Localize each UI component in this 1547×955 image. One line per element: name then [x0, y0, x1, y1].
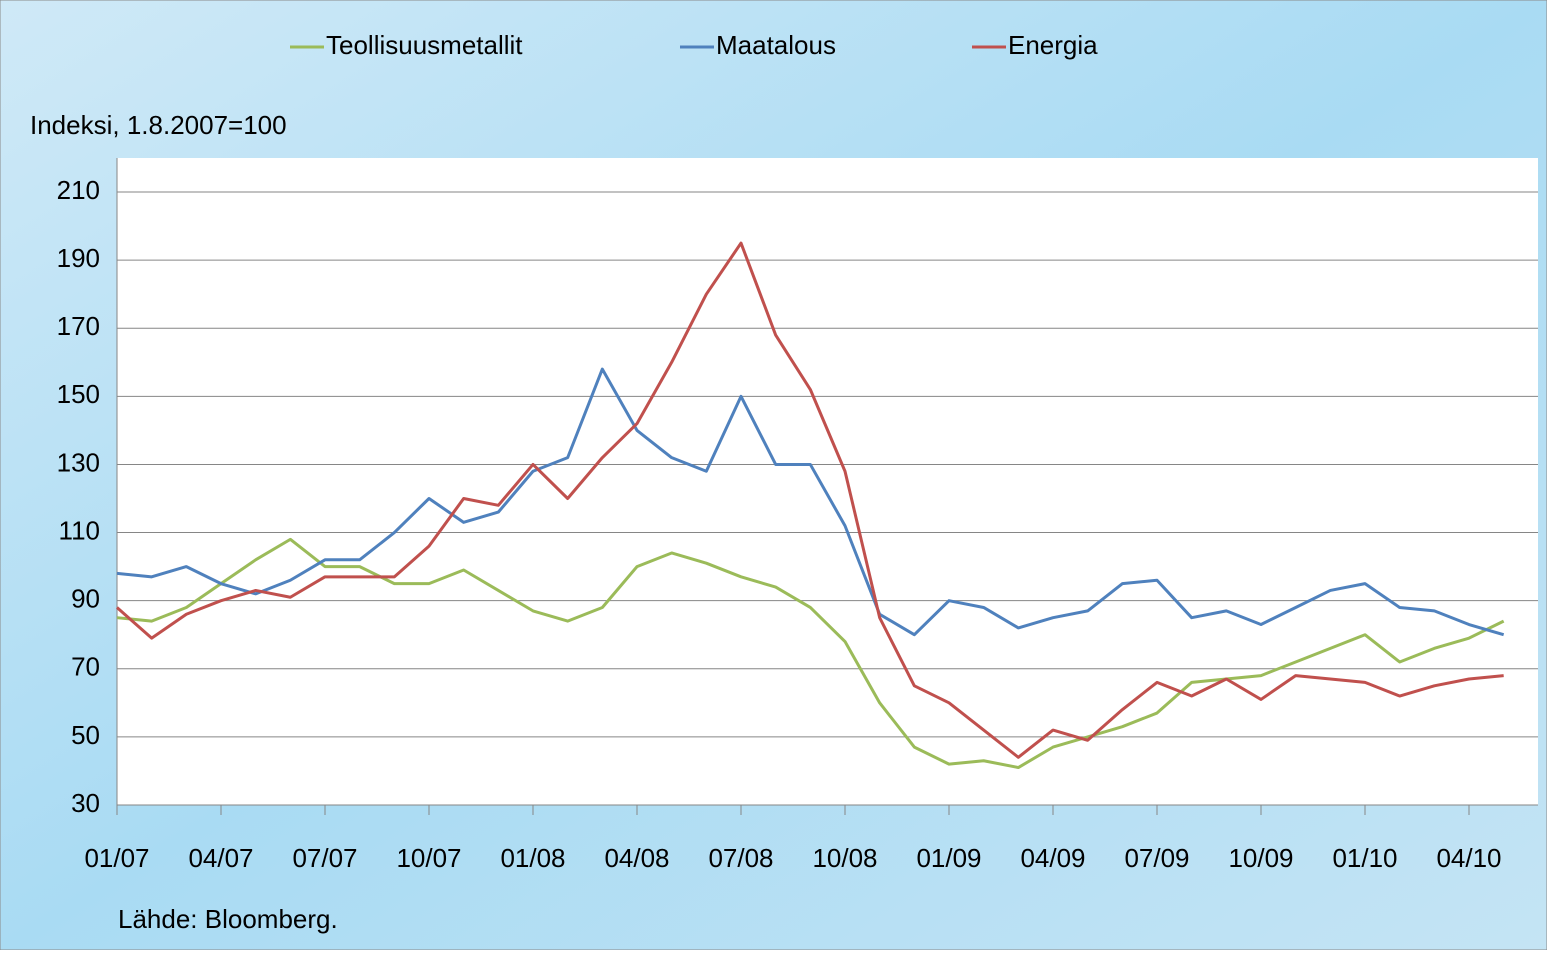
y-tick-label: 50	[71, 720, 100, 750]
legend-label: Energia	[1008, 30, 1098, 60]
chart: Indeksi, 1.8.2007=100 Lähde: Bloomberg. …	[0, 0, 1547, 950]
y-tick-label: 110	[59, 515, 100, 545]
x-tick-label: 10/08	[812, 843, 877, 873]
x-tick-label: 01/08	[500, 843, 565, 873]
x-tick-label: 07/07	[292, 843, 357, 873]
y-tick-label: 150	[57, 379, 100, 409]
y-tick-label: 170	[57, 311, 100, 341]
y-axis-label: Indeksi, 1.8.2007=100	[30, 110, 287, 140]
plot-area	[117, 158, 1538, 805]
x-tick-label: 04/10	[1436, 843, 1501, 873]
source-note: Lähde: Bloomberg.	[118, 904, 338, 934]
x-tick-label: 01/10	[1332, 843, 1397, 873]
y-tick-label: 70	[71, 652, 100, 682]
legend-label: Teollisuusmetallit	[326, 30, 523, 60]
y-tick-label: 130	[57, 447, 100, 477]
x-tick-label: 07/08	[708, 843, 773, 873]
x-tick-label: 10/07	[396, 843, 461, 873]
y-tick-label: 210	[57, 175, 100, 205]
y-tick-label: 90	[71, 584, 100, 614]
x-tick-label: 07/09	[1124, 843, 1189, 873]
x-tick-label: 04/07	[188, 843, 253, 873]
x-tick-label: 10/09	[1228, 843, 1293, 873]
legend-label: Maatalous	[716, 30, 836, 60]
x-tick-label: 04/09	[1020, 843, 1085, 873]
x-tick-label: 04/08	[604, 843, 669, 873]
y-tick-label: 30	[71, 788, 100, 818]
x-tick-label: 01/09	[916, 843, 981, 873]
y-tick-label: 190	[57, 243, 100, 273]
x-tick-label: 01/07	[84, 843, 149, 873]
